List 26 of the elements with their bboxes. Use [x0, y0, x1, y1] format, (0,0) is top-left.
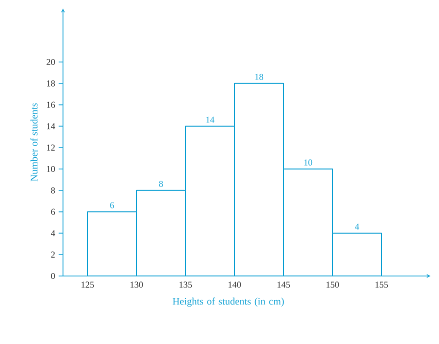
data-label: 14 [206, 116, 214, 123]
x-tick-label: 140 [228, 282, 241, 288]
y-tick-label: 20 [46, 58, 55, 66]
y-tick-label: 4 [50, 230, 56, 236]
y-tick-label: 10 [47, 166, 55, 172]
y-tick-label: 2 [51, 252, 55, 258]
x-tick-label: 145 [278, 282, 290, 288]
data-label: 8 [159, 180, 163, 187]
y-tick-label: 6 [51, 208, 55, 215]
data-label: 18 [255, 74, 264, 80]
data-label: 6 [110, 202, 114, 208]
data-label: 10 [304, 159, 312, 166]
data-label: 4 [354, 224, 360, 230]
y-tick-label: 14 [47, 123, 56, 130]
y-axis-title: Number of students [30, 103, 38, 182]
y-tick-label: 18 [47, 80, 55, 86]
x-tick-label: 125 [82, 282, 94, 288]
x-tick-label: 155 [376, 282, 388, 288]
y-tick-label: 0 [51, 272, 55, 280]
x-axis-title: Heights of students (in cm) [172, 298, 284, 307]
x-tick-label: 150 [326, 282, 339, 288]
y-tick-label: 8 [51, 187, 55, 194]
x-tick-label: 130 [130, 282, 143, 288]
y-tick-label: 12 [47, 144, 55, 151]
y-tick-label: 16 [47, 102, 55, 108]
x-tick-label: 135 [180, 282, 192, 288]
